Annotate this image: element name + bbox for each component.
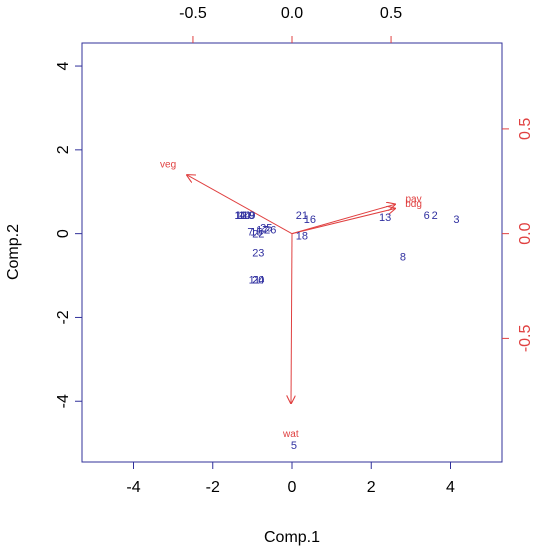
observation-label-23: 23 [252,248,264,260]
observation-label-10: 10 [238,210,250,222]
top-tick-label: 0.5 [380,5,402,22]
y-axis-title: Comp.2 [5,224,22,280]
observation-label-15: 15 [250,227,262,239]
observation-label-4: 4 [239,210,245,222]
x-axis-title: Comp.1 [264,529,320,546]
loading-label-bdg: bdg [405,199,422,210]
observation-label-13: 13 [379,212,391,224]
observation-label-8: 8 [400,252,406,264]
observation-label-19: 19 [242,210,254,222]
observation-label-24: 24 [252,275,264,287]
y-tick-label: -4 [55,394,72,408]
right-tick-label: 0.5 [517,118,534,140]
observation-label-14: 14 [238,210,250,222]
loading-label-wat: wat [282,429,299,440]
right-tick-label: -0.5 [517,325,534,353]
observation-label-7: 7 [247,227,253,239]
observation-label-11: 11 [249,275,260,287]
observation-label-5: 5 [291,440,297,452]
y-tick-label: 0 [55,229,72,238]
observation-label-21: 21 [296,210,308,222]
loading-arrow-pav [291,204,395,235]
observation-label-22: 22 [252,229,264,241]
x-tick-label: -2 [206,479,220,496]
observation-label-12: 12 [234,210,246,222]
y-tick-label: 2 [55,145,72,154]
observation-label-6: 6 [424,210,430,222]
observation-label-2: 2 [432,210,438,222]
loading-arrow-bdg [291,209,395,235]
top-tick-label: -0.5 [179,5,207,22]
loading-arrow-wat [291,233,292,404]
observation-label-20: 20 [252,275,264,287]
x-tick-label: 2 [367,479,376,496]
observation-label-3: 3 [453,214,459,226]
observation-label-17: 17 [256,224,268,236]
loading-label-pav: pav [405,194,421,205]
loading-label-veg: veg [160,159,176,170]
top-tick-label: 0.0 [281,5,303,22]
y-tick-label: -2 [55,310,72,324]
observation-label-18: 18 [296,231,308,243]
observation-label-26: 26 [264,224,276,236]
observation-label-9: 9 [249,210,255,222]
observation-label-25: 25 [260,222,272,234]
x-tick-label: 4 [446,479,455,496]
x-tick-label: -4 [126,479,140,496]
loading-arrow-veg [187,175,293,235]
observation-label-16: 16 [304,214,316,226]
right-tick-label: 0.0 [517,222,534,244]
y-tick-label: 4 [55,61,72,70]
x-tick-label: 0 [288,479,297,496]
observation-label-1: 1 [235,210,241,222]
